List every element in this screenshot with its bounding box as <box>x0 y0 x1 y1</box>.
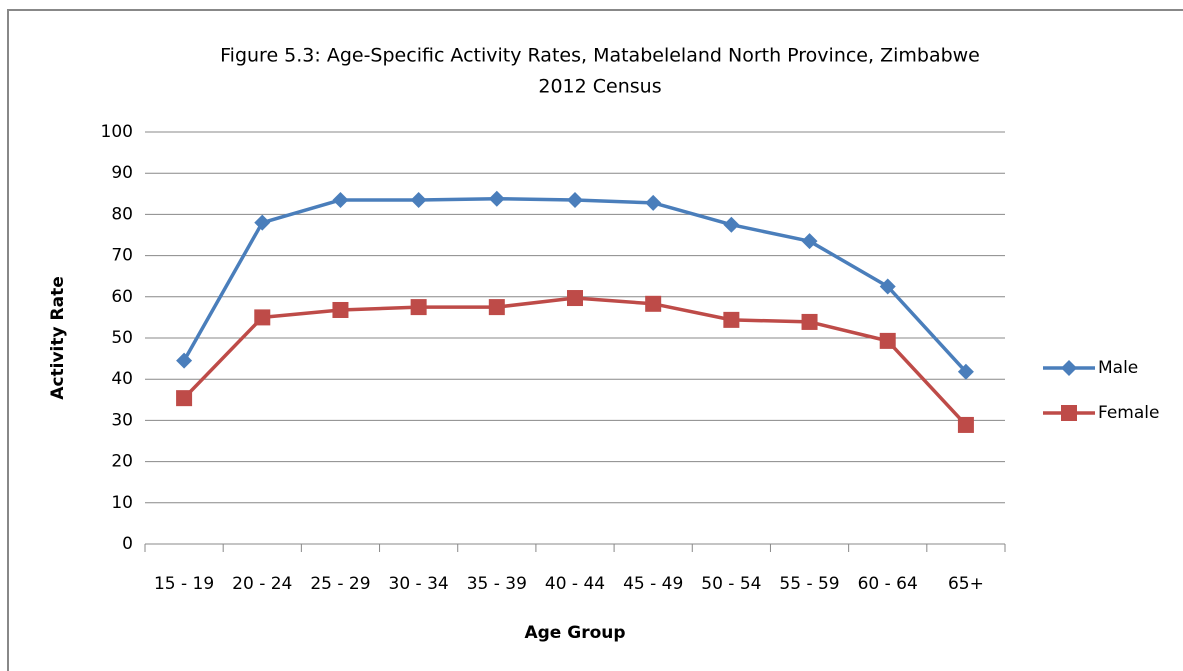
y-tick-label: 30 <box>111 410 133 430</box>
marker <box>645 194 662 211</box>
x-tick-label: 20 - 24 <box>232 574 292 594</box>
marker <box>176 390 193 407</box>
marker <box>801 233 818 250</box>
x-tick-label: 35 - 39 <box>467 574 527 594</box>
y-tick-label: 90 <box>111 163 133 183</box>
y-tick-label: 100 <box>101 122 133 142</box>
x-tick-label: 40 - 44 <box>545 574 605 594</box>
x-tick-label: 30 - 34 <box>389 574 449 594</box>
y-tick-label: 40 <box>111 369 133 389</box>
marker <box>645 295 662 312</box>
chart-title: Figure 5.3: Age-Specific Activity Rates,… <box>220 45 980 67</box>
marker <box>332 301 349 318</box>
marker <box>410 191 427 208</box>
marker <box>801 313 818 330</box>
chart-border <box>7 9 1183 671</box>
marker <box>879 332 896 349</box>
y-tick-label: 10 <box>111 493 133 513</box>
marker <box>957 363 974 380</box>
y-axis-title: Activity Rate <box>48 276 68 399</box>
marker <box>332 191 349 208</box>
x-tick-label: 15 - 19 <box>154 574 214 594</box>
legend-label: Male <box>1098 358 1138 378</box>
x-tick-label: 45 - 49 <box>623 574 683 594</box>
marker <box>723 311 740 328</box>
marker <box>488 190 505 207</box>
marker <box>567 290 583 307</box>
y-tick-label: 0 <box>122 534 133 554</box>
marker <box>1061 405 1077 421</box>
marker <box>254 214 271 231</box>
x-tick-label: 55 - 59 <box>779 574 839 594</box>
marker <box>176 352 193 369</box>
marker <box>488 299 505 316</box>
marker <box>410 299 427 316</box>
marker <box>723 216 740 233</box>
marker <box>254 309 271 326</box>
y-tick-label: 60 <box>111 287 133 307</box>
x-tick-label: 60 - 64 <box>858 574 918 594</box>
legend-label: Female <box>1098 403 1159 423</box>
y-tick-label: 80 <box>111 204 133 224</box>
chart-title: 2012 Census <box>538 76 661 98</box>
series-line <box>182 296 968 427</box>
series-line <box>182 196 968 373</box>
y-tick-label: 50 <box>111 328 133 348</box>
marker <box>879 278 896 295</box>
marker <box>567 191 583 208</box>
x-tick-label: 50 - 54 <box>701 574 761 594</box>
x-tick-label: 25 - 29 <box>310 574 370 594</box>
y-tick-label: 70 <box>111 246 133 266</box>
marker <box>957 416 974 433</box>
marker <box>1061 360 1077 376</box>
x-axis-title: Age Group <box>524 623 625 643</box>
x-tick-label: 65+ <box>948 574 984 594</box>
y-tick-label: 20 <box>111 452 133 472</box>
